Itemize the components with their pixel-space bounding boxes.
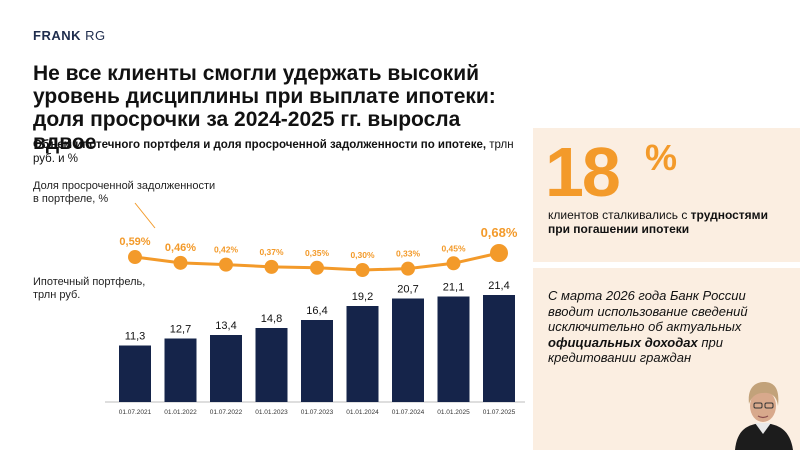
stat-number: 18: [545, 133, 621, 211]
chart-subtitle: Объем ипотечного портфеля и доля просроч…: [33, 139, 514, 165]
rate-point-6: [401, 261, 415, 276]
panel-divider: [533, 262, 800, 268]
rate-value-label: 0,30%: [350, 250, 375, 260]
bar-6: [392, 298, 424, 402]
rate-point-4: [310, 260, 324, 275]
bar-value-label: 12,7: [170, 324, 191, 336]
x-tick-label: 01.01.2025: [437, 409, 470, 416]
bar-value-label: 21,1: [443, 282, 464, 294]
x-tick-label: 01.07.2023: [301, 409, 334, 416]
chart: 11,3 01.07.2021 12,7 01.01.2022 13,4 01.07.20…: [105, 202, 525, 416]
bar-value-label: 11,3: [125, 331, 146, 343]
rate-series-label: Доля просроченной задолженности в портфе…: [33, 180, 216, 205]
bar-value-label: 16,4: [306, 305, 327, 317]
bar-value-label: 13,4: [215, 320, 236, 332]
rate-value-label: 0,68%: [481, 225, 518, 240]
portfolio-series-label: Ипотечный портфель, трлн руб.: [33, 276, 146, 301]
x-tick-label: 01.07.2024: [392, 409, 425, 416]
rate-value-label: 0,45%: [441, 243, 466, 253]
stat-percent-sign: %: [645, 137, 678, 178]
official-portrait: [727, 368, 800, 450]
x-tick-label: 01.01.2024: [346, 409, 379, 416]
bar-7: [437, 296, 470, 402]
brand-logo: FRANK RG: [33, 28, 106, 43]
bar-value-label: 21,4: [488, 280, 509, 292]
bar-2: [210, 335, 242, 402]
rate-point-1: [173, 255, 188, 270]
bar-value-label: 20,7: [397, 284, 418, 296]
bar-1: [164, 338, 197, 402]
bar-5: [346, 306, 379, 402]
x-tick-label: 01.07.2021: [119, 409, 152, 416]
bar-value-label: 19,2: [352, 291, 373, 303]
rate-value-label: 0,33%: [396, 249, 421, 259]
rate-point-7: [446, 256, 461, 271]
x-tick-label: 01.07.2022: [210, 409, 243, 416]
page-title: Не все клиенты смогли удержать высокий у…: [33, 62, 496, 154]
rate-point-8: [490, 244, 508, 262]
rate-value-label: 0,42%: [214, 245, 239, 255]
x-tick-label: 01.01.2022: [164, 409, 197, 416]
rate-point-5: [355, 263, 370, 277]
rate-point-3: [264, 259, 279, 274]
rate-point-0: [128, 250, 142, 265]
rate-value-label: 0,46%: [165, 242, 196, 254]
rate-point-2: [219, 257, 233, 272]
bar-8: [483, 295, 515, 402]
bar-value-label: 14,8: [261, 313, 282, 325]
rate-label-pointer: [134, 202, 156, 229]
stat-description: клиентов сталкивались с трудностями при …: [548, 208, 768, 236]
rate-value-label: 0,37%: [259, 247, 284, 257]
bar-0: [119, 345, 151, 402]
x-tick-label: 01.01.2023: [255, 409, 288, 416]
x-tick-label: 01.07.2025: [483, 409, 516, 416]
bar-3: [255, 328, 288, 402]
rate-value-label: 0,59%: [119, 236, 150, 248]
bar-4: [301, 320, 333, 402]
rate-value-label: 0,35%: [305, 248, 330, 258]
policy-quote: С марта 2026 года Банк России вводит исп…: [548, 288, 748, 365]
